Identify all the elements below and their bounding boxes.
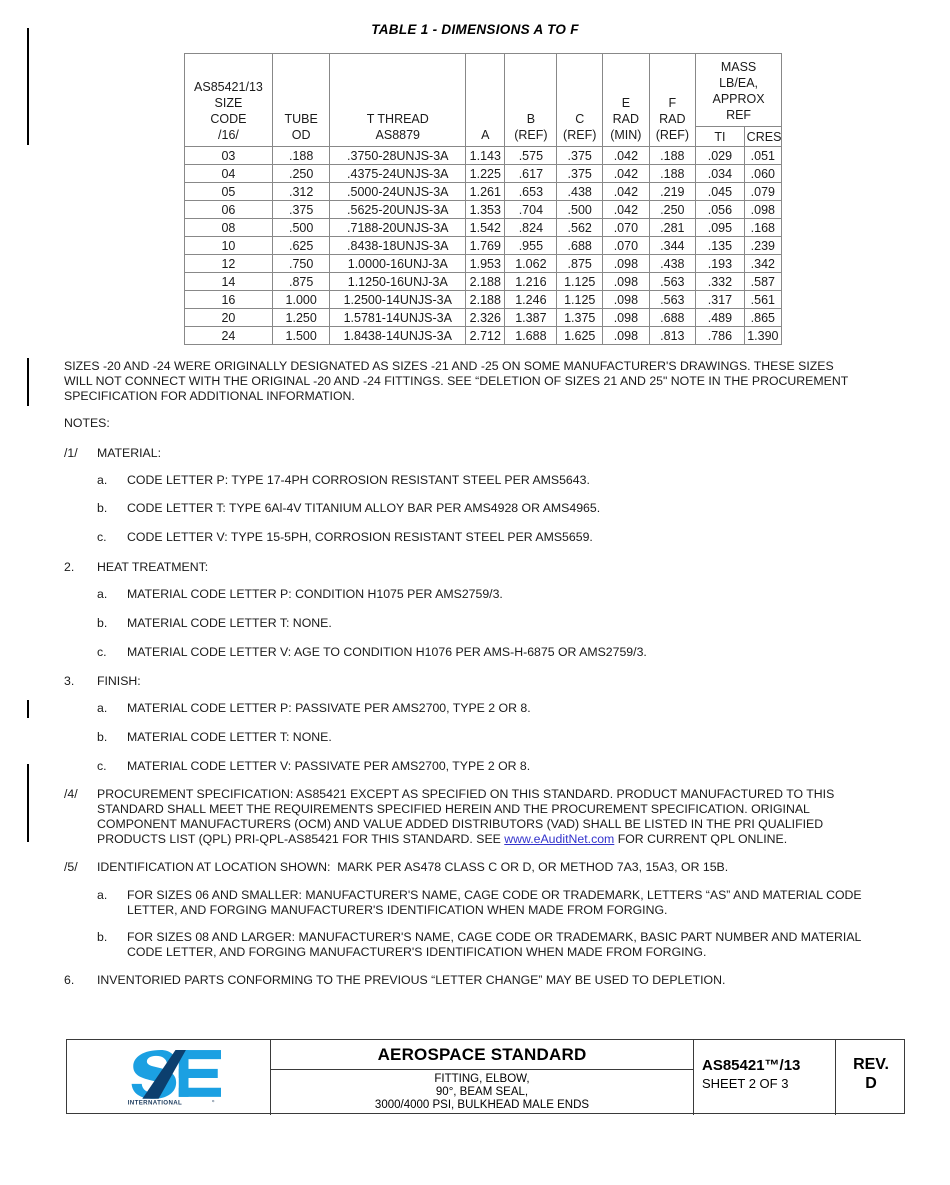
svg-text:INTERNATIONAL: INTERNATIONAL bbox=[127, 1099, 181, 1106]
